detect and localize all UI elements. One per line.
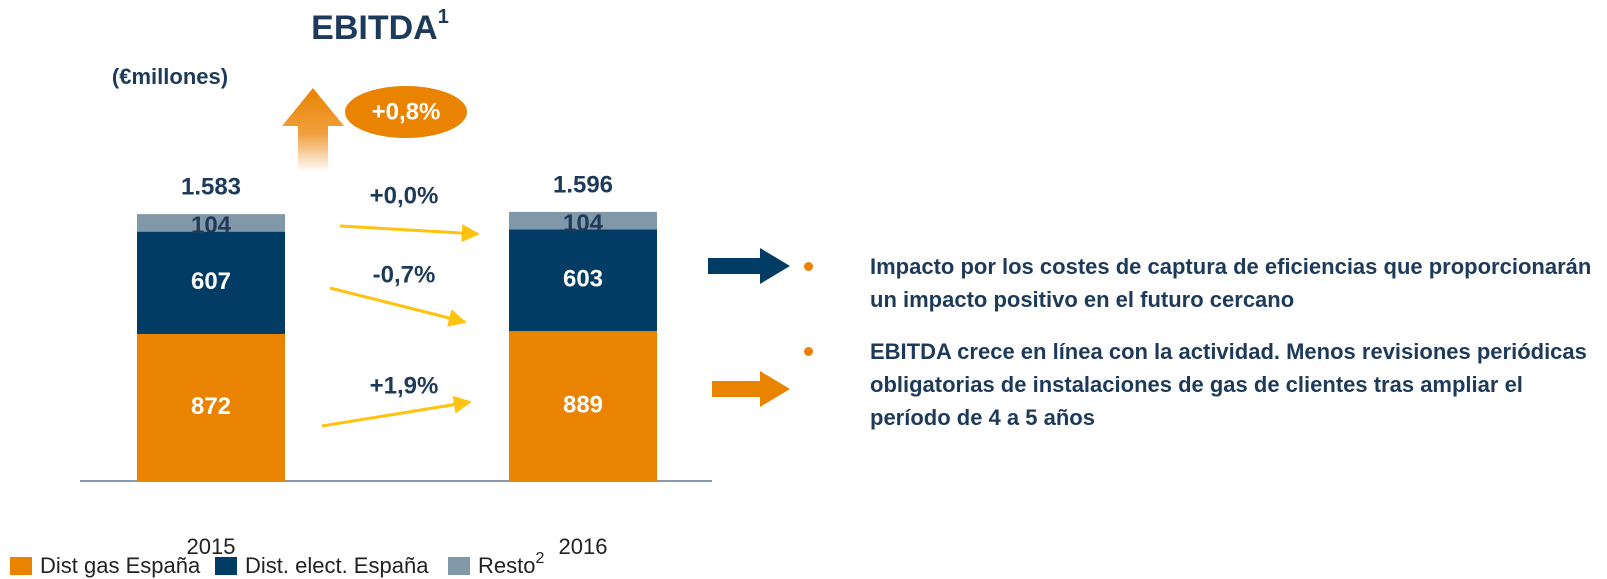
change-label: -0,7% — [373, 261, 436, 288]
change-label: +0,0% — [370, 182, 439, 209]
value-label: 872 — [191, 393, 231, 420]
title-sup: 1 — [438, 6, 449, 28]
note: EBITDA crece en línea con la actividad. … — [804, 335, 1600, 434]
chart-title: EBITDA1 — [311, 6, 449, 47]
legend-sup: 2 — [535, 550, 544, 567]
growth-arrow — [282, 88, 344, 172]
bar-segment — [509, 229, 657, 332]
legend-label: Dist. elect. España — [245, 553, 429, 578]
legend-text: Dist gas España — [40, 553, 201, 578]
legend-label: Resto2 — [478, 550, 544, 578]
title-text: EBITDA — [311, 9, 438, 47]
legend-text: Dist. elect. España — [245, 553, 429, 578]
total-label: 1.596 — [553, 171, 613, 198]
bar-segment — [509, 331, 657, 481]
value-label: 603 — [563, 266, 603, 293]
value-label: 889 — [563, 391, 603, 418]
total-label: 1.583 — [181, 173, 241, 200]
change-arrow — [321, 395, 472, 428]
subtitle: (€millones) — [112, 64, 228, 89]
x-tick-label: 2015 — [187, 534, 236, 559]
bar-segment — [137, 214, 285, 232]
value-label: 607 — [191, 268, 231, 295]
bar-segment — [137, 333, 285, 481]
pointer-arrow — [712, 371, 790, 407]
legend-swatch — [215, 557, 237, 575]
x-tick-label: 2016 — [559, 534, 608, 559]
legend-swatch — [10, 557, 32, 575]
change-label: +1,9% — [370, 372, 439, 399]
growth-badge — [345, 86, 467, 138]
change-arrow — [339, 224, 480, 243]
change-arrow — [329, 286, 467, 327]
value-label: 104 — [191, 212, 232, 239]
note: Impacto por los costes de captura de efi… — [804, 250, 1600, 316]
bar-segment — [137, 231, 285, 334]
bar-segment — [509, 211, 657, 230]
legend-swatch — [448, 557, 470, 575]
overall-change: +0,8% — [372, 98, 441, 125]
notes: Impacto por los costes de captura de efi… — [804, 250, 1600, 453]
value-label: 104 — [563, 210, 604, 237]
legend-text: Resto — [478, 553, 535, 578]
legend-label: Dist gas España — [40, 553, 201, 578]
pointer-arrow — [708, 248, 790, 284]
